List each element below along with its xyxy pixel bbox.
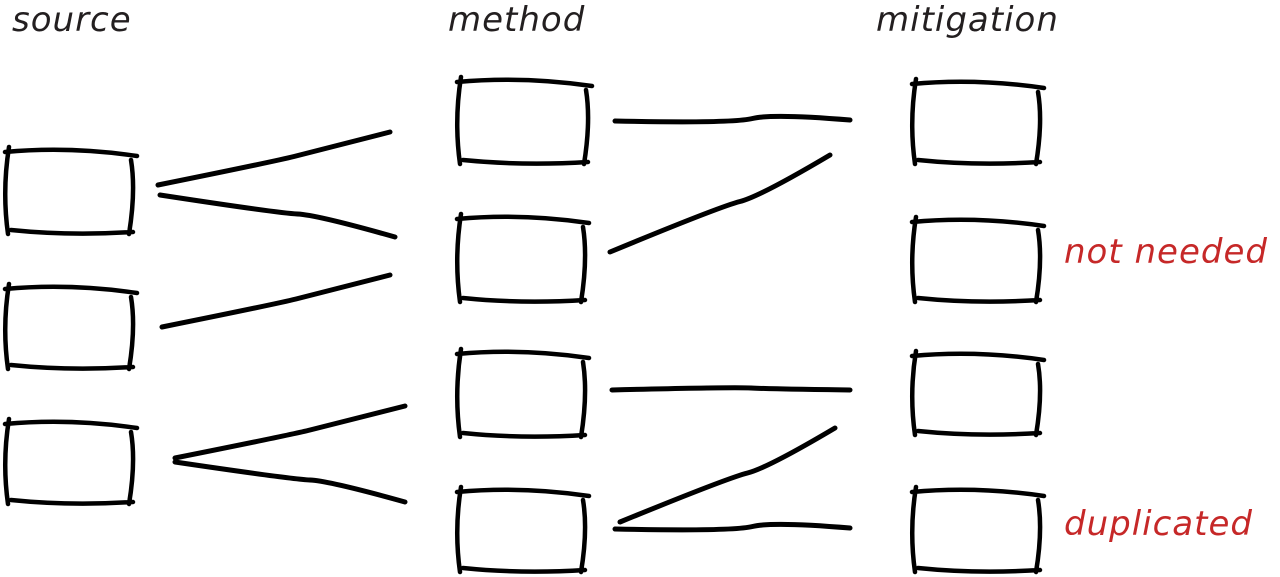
mitigation-box-4: [909, 484, 1047, 575]
method-box-2: [454, 211, 592, 305]
source-box-1: [2, 144, 140, 237]
connector-source2-method2: [159, 272, 393, 330]
source-box-3: [2, 416, 140, 507]
connector-source1-method2: [157, 192, 398, 240]
column-heading-source: source: [12, 0, 132, 40]
column-heading-mitigation: mitigation: [876, 0, 1059, 40]
connector-source1-method1: [155, 129, 393, 188]
connector-method3-mitigation3: [609, 385, 853, 393]
connector-method1-mitigation1: [612, 113, 853, 125]
connector-method2-mitigation1: [607, 152, 833, 255]
method-box-3: [454, 346, 592, 440]
mitigation-box-3: [909, 348, 1047, 438]
connector-method4-mitigation3: [617, 425, 838, 525]
connector-method4-mitigation4: [612, 521, 853, 533]
column-heading-method: method: [448, 0, 586, 40]
connector-source3-method4: [172, 459, 408, 505]
connector-source3-method3: [172, 403, 408, 461]
annotation-not-needed: not needed: [1064, 232, 1268, 272]
source-box-2: [2, 281, 140, 372]
mitigation-box-1: [909, 76, 1047, 167]
annotation-duplicated: duplicated: [1064, 504, 1253, 544]
mitigation-box-2: [909, 214, 1047, 305]
method-box-4: [454, 484, 592, 575]
method-box-1: [454, 74, 595, 167]
